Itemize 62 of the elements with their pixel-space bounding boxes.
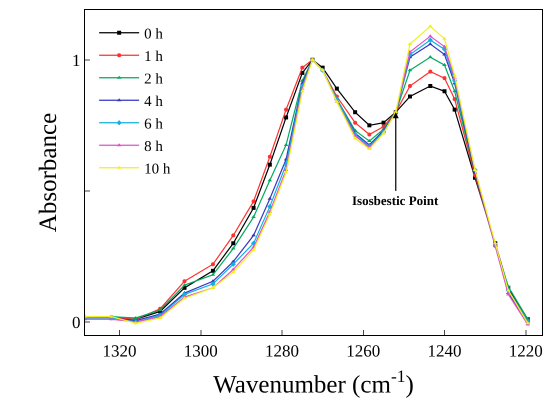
legend-label: 2 h <box>144 72 164 88</box>
point <box>300 89 305 92</box>
legend-label: 8 h <box>144 139 164 156</box>
point <box>352 136 358 140</box>
point <box>452 74 457 77</box>
point <box>452 97 457 102</box>
point <box>284 108 288 112</box>
x-tick-label: 1240 <box>428 342 462 360</box>
point <box>353 120 358 125</box>
point <box>428 38 433 43</box>
point <box>268 154 272 159</box>
point <box>452 108 457 112</box>
point <box>334 86 339 91</box>
point <box>284 142 288 146</box>
point <box>268 162 272 167</box>
x-axis-title: Wavenumber (cm$^{-1}$) <box>213 366 414 398</box>
point <box>442 89 447 94</box>
legend-label: 6 h <box>144 116 164 133</box>
point <box>442 76 447 80</box>
point <box>452 89 457 92</box>
point <box>442 36 447 40</box>
point <box>367 123 372 128</box>
point <box>182 279 187 284</box>
y-axis-title: Absorbance <box>34 112 62 232</box>
point <box>231 233 236 238</box>
point <box>442 63 447 66</box>
point <box>210 262 215 266</box>
point <box>428 70 432 74</box>
x-tick-label: 1320 <box>102 342 137 360</box>
point <box>408 42 412 46</box>
point <box>268 212 272 216</box>
y-tick-label: 1 <box>72 50 80 70</box>
point <box>353 110 358 114</box>
point <box>367 132 372 136</box>
y-tick-label: 0 <box>72 312 80 332</box>
point <box>251 233 256 236</box>
point <box>300 66 304 70</box>
point <box>231 241 236 246</box>
point <box>251 248 256 251</box>
point <box>382 120 386 125</box>
point <box>367 139 372 142</box>
point <box>408 68 412 72</box>
legend-label: 1 h <box>144 49 164 66</box>
point <box>408 94 412 98</box>
annotation: Isosbestic Point <box>352 193 439 208</box>
point <box>252 206 256 210</box>
point <box>408 84 412 88</box>
x-tick-label: 1300 <box>184 342 218 360</box>
legend-label: 4 h <box>144 94 164 110</box>
x-tick-label: 1260 <box>346 342 380 360</box>
x-tick-label: 1220 <box>508 342 543 360</box>
x-tick-label: 1280 <box>265 342 300 360</box>
legend-label: 10 h <box>144 162 171 178</box>
point <box>230 262 236 267</box>
point <box>210 268 215 273</box>
point <box>428 84 432 88</box>
legend-label: 0 h <box>144 26 164 43</box>
point <box>268 178 272 182</box>
point <box>284 115 288 120</box>
point <box>251 215 256 218</box>
point <box>252 199 256 204</box>
point <box>210 281 216 286</box>
